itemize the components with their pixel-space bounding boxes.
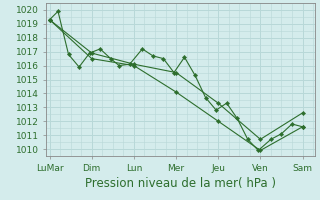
X-axis label: Pression niveau de la mer( hPa ): Pression niveau de la mer( hPa )	[85, 177, 276, 190]
